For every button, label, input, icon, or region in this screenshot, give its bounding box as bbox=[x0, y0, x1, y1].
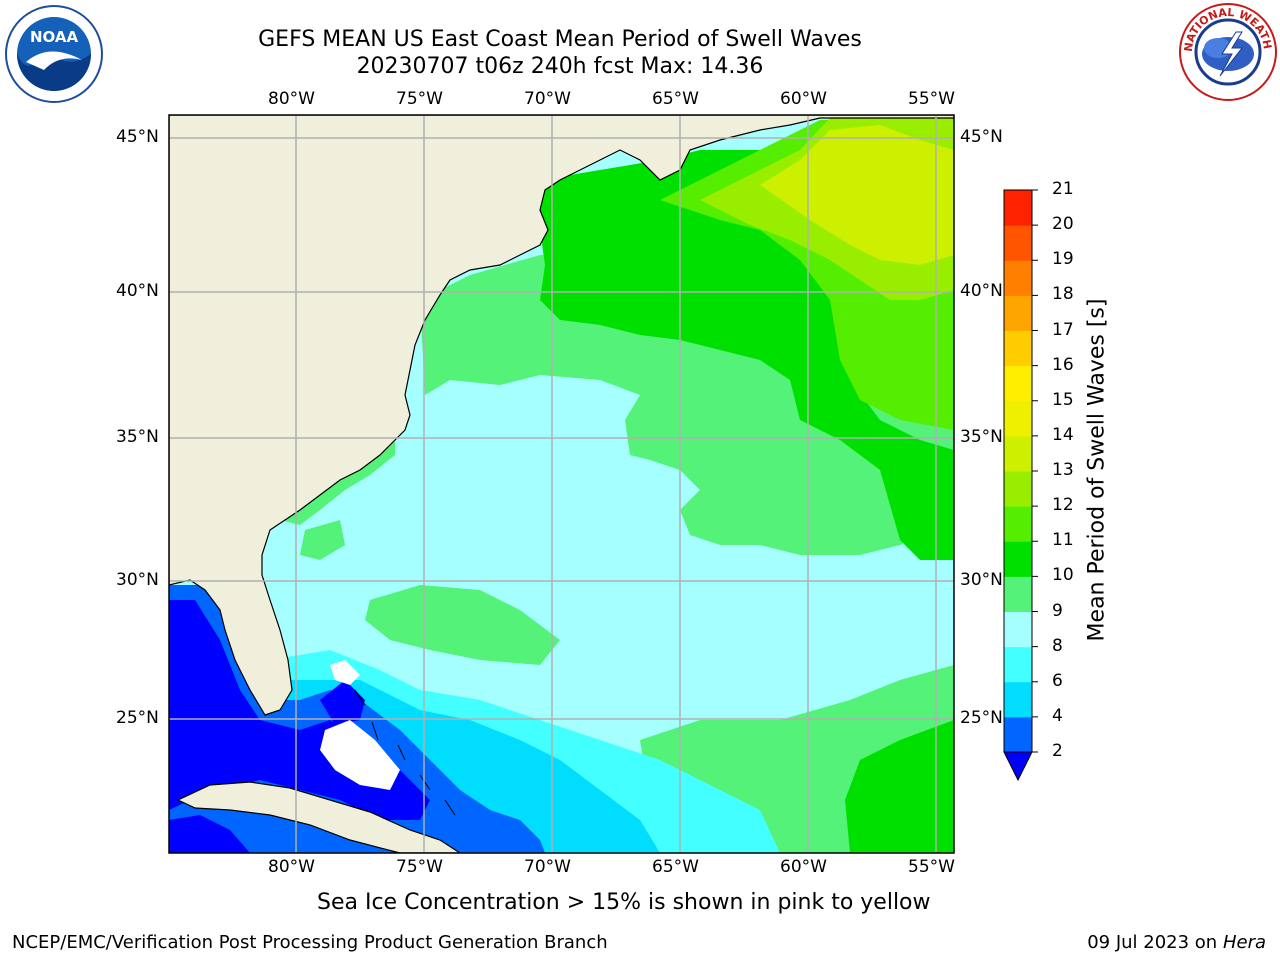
land-cuba bbox=[176, 781, 462, 853]
colorbar-tick-label: 13 bbox=[1052, 460, 1074, 480]
colorbar-bin-10-11 bbox=[1004, 541, 1032, 577]
colorbar-tick-label: 16 bbox=[1052, 354, 1074, 375]
lat-label-right-35n: 35°N bbox=[960, 427, 1003, 447]
colorbar-tick-label: 20 bbox=[1052, 214, 1074, 235]
lon-label-bottom-60w: 60°W bbox=[780, 857, 827, 877]
land-north-america bbox=[169, 115, 954, 716]
footer-producer: NCEP/EMC/Verification Post Processing Pr… bbox=[12, 932, 608, 953]
swell-9-10-mid bbox=[365, 585, 560, 665]
lat-label-right-25n: 25°N bbox=[960, 708, 1003, 728]
colorbar-bin-4-6 bbox=[1004, 681, 1032, 718]
lat-label-right-30n: 30°N bbox=[960, 570, 1003, 590]
colorbar-under-extension bbox=[1003, 751, 1033, 782]
swell-under2-caribbean bbox=[169, 815, 250, 853]
lon-label-bottom-65w: 65°W bbox=[652, 857, 699, 877]
noaa-logo: NOAA bbox=[5, 5, 103, 103]
lon-label-bottom-75w: 75°W bbox=[396, 857, 443, 877]
lon-label-top-75w: 75°W bbox=[396, 89, 443, 109]
colorbar-bin-13-14 bbox=[1004, 435, 1032, 472]
colorbar-bin-6-8 bbox=[1004, 646, 1032, 683]
colorbar-tick-label: 10 bbox=[1052, 565, 1074, 586]
lat-label-left-40n: 40°N bbox=[116, 281, 159, 301]
colorbar-bin-11-12 bbox=[1004, 506, 1032, 542]
colorbar-tick-label: 17 bbox=[1052, 319, 1074, 340]
footer-machine: Hera bbox=[1222, 932, 1266, 953]
footer-run-info: 09 Jul 2023 on Hera bbox=[1087, 932, 1266, 953]
colorbar-bin-14-15 bbox=[1004, 400, 1032, 437]
land-bahamas-islands bbox=[354, 689, 456, 816]
colorbar-bin-2-4 bbox=[1004, 716, 1032, 753]
lon-label-bottom-55w: 55°W bbox=[908, 857, 955, 877]
colorbar-bin-18-19 bbox=[1004, 260, 1032, 296]
colorbar-bin-9-10 bbox=[1004, 576, 1032, 612]
map-frame bbox=[168, 114, 955, 854]
colorbar-tick-label: 4 bbox=[1052, 705, 1063, 726]
sea-ice-caption: Sea Ice Concentration > 15% is shown in … bbox=[317, 890, 931, 915]
colorbar-bin-20-21 bbox=[1004, 190, 1032, 226]
nws-logo: NATIONAL WEATHER SERVICE bbox=[1178, 2, 1277, 101]
colorbar-bin-16-17 bbox=[1004, 330, 1032, 367]
colorbar-tick-label: 6 bbox=[1052, 670, 1063, 691]
lat-label-left-25n: 25°N bbox=[116, 708, 159, 728]
noaa-logo-text: NOAA bbox=[30, 28, 79, 46]
lon-label-top-60w: 60°W bbox=[780, 89, 827, 109]
colorbar-bin-8-9 bbox=[1004, 611, 1032, 648]
colorbar-tick-label: 9 bbox=[1052, 600, 1063, 621]
nodata-little-bahama bbox=[330, 660, 360, 685]
map-title-line2: 20230707 t06z 240h fcst Max: 14.36 bbox=[356, 54, 764, 79]
nodata-bahamas-bank bbox=[320, 720, 400, 790]
lat-label-left-45n: 45°N bbox=[116, 127, 159, 147]
swell-9-10-small bbox=[300, 520, 345, 560]
colorbar-tick-label: 18 bbox=[1052, 284, 1074, 305]
colorbar-bin-19-20 bbox=[1004, 225, 1032, 261]
colorbar-tick-label: 19 bbox=[1052, 249, 1074, 270]
swell-10-11-south bbox=[845, 720, 954, 853]
graticule bbox=[169, 115, 954, 853]
lon-label-top-80w: 80°W bbox=[268, 89, 315, 109]
lat-label-right-40n: 40°N bbox=[960, 281, 1003, 301]
colorbar-bin-15-16 bbox=[1004, 365, 1032, 402]
colorbar-tick-label: 21 bbox=[1052, 179, 1074, 199]
lon-label-bottom-80w: 80°W bbox=[268, 857, 315, 877]
colorbar-bin-17-18 bbox=[1004, 295, 1032, 331]
swell-under2-bahamas bbox=[320, 680, 365, 725]
colorbar bbox=[1003, 189, 1038, 782]
colorbar-tick-label: 2 bbox=[1052, 741, 1063, 761]
colorbar-tick-label: 11 bbox=[1052, 530, 1074, 551]
colorbar-title: Mean Period of Swell Waves [s] bbox=[1084, 298, 1110, 642]
map-title-line1: GEFS MEAN US East Coast Mean Period of S… bbox=[258, 27, 862, 52]
lon-label-top-55w: 55°W bbox=[908, 89, 955, 109]
colorbar-tick-label: 8 bbox=[1052, 635, 1063, 656]
colorbar-tick-label: 14 bbox=[1052, 424, 1074, 445]
lat-label-left-35n: 35°N bbox=[116, 427, 159, 447]
colorbar-tick-label: 15 bbox=[1052, 389, 1074, 410]
colorbar-bin-12-13 bbox=[1004, 471, 1032, 507]
swell-10-11 bbox=[540, 150, 954, 560]
lon-label-top-70w: 70°W bbox=[524, 89, 571, 109]
footer-date: 09 Jul 2023 on bbox=[1087, 932, 1223, 953]
colorbar-tick-label: 12 bbox=[1052, 495, 1074, 516]
lon-label-bottom-70w: 70°W bbox=[524, 857, 571, 877]
lat-label-left-30n: 30°N bbox=[116, 570, 159, 590]
lon-label-top-65w: 65°W bbox=[652, 89, 699, 109]
lat-label-right-45n: 45°N bbox=[960, 127, 1003, 147]
map-field bbox=[169, 115, 954, 853]
